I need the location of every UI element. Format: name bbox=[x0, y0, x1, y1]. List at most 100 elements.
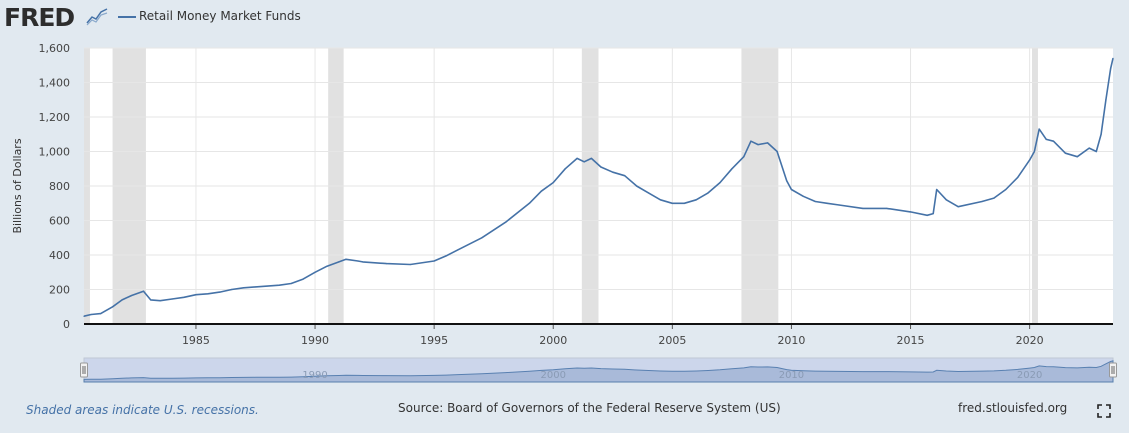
series-point bbox=[345, 258, 347, 260]
series-point bbox=[100, 313, 102, 315]
series-point bbox=[838, 204, 840, 206]
x-tick-label: 2000 bbox=[539, 334, 567, 347]
series-point bbox=[826, 202, 828, 204]
series-point bbox=[790, 188, 793, 191]
y-tick-label: 600 bbox=[49, 215, 70, 228]
y-tick-label: 1,000 bbox=[39, 146, 71, 159]
series-point bbox=[433, 260, 435, 262]
axes: 0 200 400 600 800 1,000 1,200 1,400 1,600 1985 199… bbox=[11, 42, 1113, 347]
source-url-link[interactable]: fred.stlouisfed.org bbox=[958, 401, 1068, 415]
x-tick-label: 2005 bbox=[658, 334, 686, 347]
gridlines bbox=[84, 47, 1113, 324]
series-point bbox=[993, 197, 995, 199]
series-point bbox=[814, 200, 816, 203]
series-point bbox=[683, 202, 685, 204]
series-point bbox=[1033, 150, 1035, 153]
series-point bbox=[957, 206, 959, 208]
series-point bbox=[528, 202, 531, 204]
navigator-series bbox=[83, 360, 1114, 383]
series-point bbox=[945, 199, 947, 201]
series-point bbox=[171, 298, 173, 300]
source-text: Source: Board of Governors of the Federa… bbox=[398, 401, 781, 415]
series-point bbox=[600, 166, 602, 168]
legend-label[interactable]: Retail Money Market Funds bbox=[139, 9, 301, 23]
series-point bbox=[1100, 133, 1102, 135]
series-point bbox=[445, 255, 447, 257]
fred-logo[interactable]: FRED bbox=[4, 3, 75, 32]
legend-line-swatch bbox=[118, 16, 136, 18]
series-point bbox=[1076, 156, 1078, 158]
series-point bbox=[576, 157, 578, 159]
series-point bbox=[357, 260, 359, 262]
series-point bbox=[624, 175, 626, 177]
series-point bbox=[481, 237, 483, 239]
series-point bbox=[1045, 138, 1047, 141]
y-tick-label: 0 bbox=[63, 318, 70, 331]
series-point bbox=[590, 157, 592, 159]
series-point bbox=[636, 185, 638, 187]
series-point bbox=[278, 284, 280, 286]
navigator-left-handle[interactable] bbox=[80, 362, 88, 378]
x-tick-label: 1995 bbox=[420, 334, 448, 347]
navigator-label: 2000 bbox=[541, 370, 566, 381]
series-point bbox=[1088, 147, 1090, 149]
series-point bbox=[659, 199, 662, 201]
x-tick-label: 1985 bbox=[182, 334, 210, 347]
series-point bbox=[1064, 152, 1066, 154]
fred-logo-graph-icon bbox=[86, 8, 108, 26]
series-point bbox=[362, 261, 364, 263]
series-point bbox=[757, 144, 759, 146]
series-point bbox=[150, 299, 152, 301]
series-point bbox=[647, 192, 650, 194]
y-tick-label: 1,600 bbox=[39, 42, 71, 55]
series-point bbox=[1052, 140, 1055, 142]
series-point bbox=[707, 192, 709, 194]
series-point bbox=[981, 200, 983, 203]
series-line-group bbox=[83, 57, 1114, 317]
chart-header: FRED Retail Money Market Funds bbox=[0, 0, 1129, 40]
series-point bbox=[936, 188, 938, 191]
series-point bbox=[314, 271, 316, 273]
series-point bbox=[564, 168, 566, 170]
series-point bbox=[1110, 68, 1112, 70]
series-point bbox=[1112, 57, 1114, 59]
x-tick-label: 2015 bbox=[897, 334, 925, 347]
series-point bbox=[111, 306, 114, 308]
series-point bbox=[326, 265, 328, 267]
series-point bbox=[612, 171, 614, 173]
series-point bbox=[338, 261, 340, 263]
series-point bbox=[219, 291, 221, 293]
series-point bbox=[743, 156, 745, 158]
series-point bbox=[1095, 150, 1097, 153]
series-point bbox=[776, 150, 778, 153]
series-point bbox=[671, 202, 673, 204]
navigator-label: 2010 bbox=[779, 370, 804, 381]
series-point bbox=[540, 190, 542, 192]
navigator-right-handle[interactable] bbox=[1109, 362, 1117, 378]
series-point bbox=[731, 168, 733, 170]
series-point bbox=[552, 181, 554, 184]
series-point bbox=[1105, 99, 1107, 101]
navigator-label: 2020 bbox=[1017, 370, 1042, 381]
series-point bbox=[932, 213, 934, 215]
series-point bbox=[131, 294, 133, 297]
y-tick-label: 200 bbox=[49, 284, 70, 297]
series-point bbox=[207, 293, 209, 295]
series-point bbox=[183, 296, 185, 298]
series-point bbox=[505, 221, 507, 223]
series-point bbox=[142, 290, 145, 292]
recession-note: Shaded areas indicate U.S. recessions. bbox=[26, 403, 259, 417]
series-point bbox=[1005, 188, 1007, 191]
series-point bbox=[767, 142, 769, 144]
navigator[interactable]: 1990 2000 2010 2020 bbox=[80, 357, 1117, 383]
series-point bbox=[457, 249, 459, 251]
x-tick-label: 2020 bbox=[1016, 334, 1044, 347]
series-point bbox=[121, 299, 123, 301]
fullscreen-icon[interactable] bbox=[1097, 404, 1111, 418]
series-point bbox=[385, 263, 388, 265]
series-point bbox=[1017, 176, 1019, 178]
series-point bbox=[90, 313, 92, 316]
series-point bbox=[886, 207, 888, 210]
series-point bbox=[231, 288, 233, 291]
series-point bbox=[254, 286, 257, 288]
